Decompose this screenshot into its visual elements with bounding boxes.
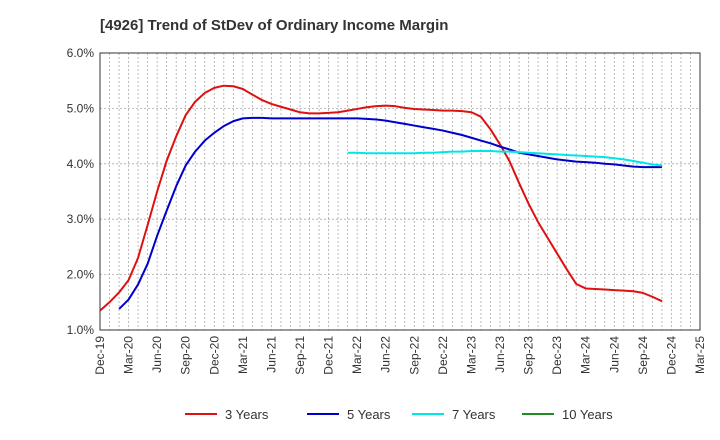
series-line-2	[118, 116, 662, 310]
x-tick-label: Mar-20	[122, 336, 136, 374]
x-tick-label: Mar-22	[350, 336, 364, 374]
grid	[99, 52, 701, 331]
x-tick-label: Mar-23	[464, 336, 478, 374]
x-tick-label: Jun-24	[607, 336, 621, 373]
legend: 3 Years 5 Years 7 Years 10 Years	[185, 407, 613, 422]
x-tick-label: Jun-20	[150, 336, 164, 373]
y-tick-label: 5.0%	[67, 101, 95, 115]
x-axis: Dec-19 Mar-20 Jun-20 Sep-20 Dec-20 Mar-21 Jun-…	[93, 336, 707, 375]
x-tick-label: Jun-23	[493, 336, 507, 373]
y-tick-label: 4.0%	[67, 157, 95, 171]
legend-label-4: 10 Years	[562, 407, 613, 422]
y-tick-label: 2.0%	[67, 268, 95, 282]
y-axis: 1.0% 2.0% 3.0% 4.0% 5.0% 6.0%	[67, 46, 95, 337]
x-tick-label: Dec-24	[664, 336, 678, 375]
x-tick-label: Dec-20	[207, 336, 221, 375]
x-tick-label: Sep-23	[522, 336, 536, 375]
y-tick-label: 6.0%	[67, 46, 95, 60]
series-line-1	[99, 84, 663, 312]
legend-label-3: 7 Years	[452, 407, 496, 422]
x-tick-label: Mar-25	[693, 336, 707, 374]
x-tick-label: Dec-21	[322, 336, 336, 375]
legend-label-1: 3 Years	[225, 407, 269, 422]
x-tick-label: Sep-24	[636, 336, 650, 375]
y-tick-label: 1.0%	[67, 323, 95, 337]
x-tick-label: Dec-23	[550, 336, 564, 375]
x-tick-label: Jun-21	[264, 336, 278, 373]
x-tick-label: Mar-21	[236, 336, 250, 374]
x-tick-label: Mar-24	[579, 336, 593, 374]
x-tick-label: Jun-22	[379, 336, 393, 373]
series-line-3	[347, 150, 663, 167]
plot-frame	[99, 52, 701, 331]
x-tick-label: Sep-22	[407, 336, 421, 375]
series-lines	[99, 84, 663, 312]
x-tick-label: Sep-21	[293, 336, 307, 375]
x-tick-label: Dec-22	[436, 336, 450, 375]
chart-title: [4926] Trend of StDev of Ordinary Income…	[100, 17, 448, 34]
legend-label-2: 5 Years	[347, 407, 391, 422]
x-tick-label: Sep-20	[179, 336, 193, 375]
y-tick-label: 3.0%	[67, 212, 95, 226]
x-tick-label: Dec-19	[93, 336, 107, 375]
